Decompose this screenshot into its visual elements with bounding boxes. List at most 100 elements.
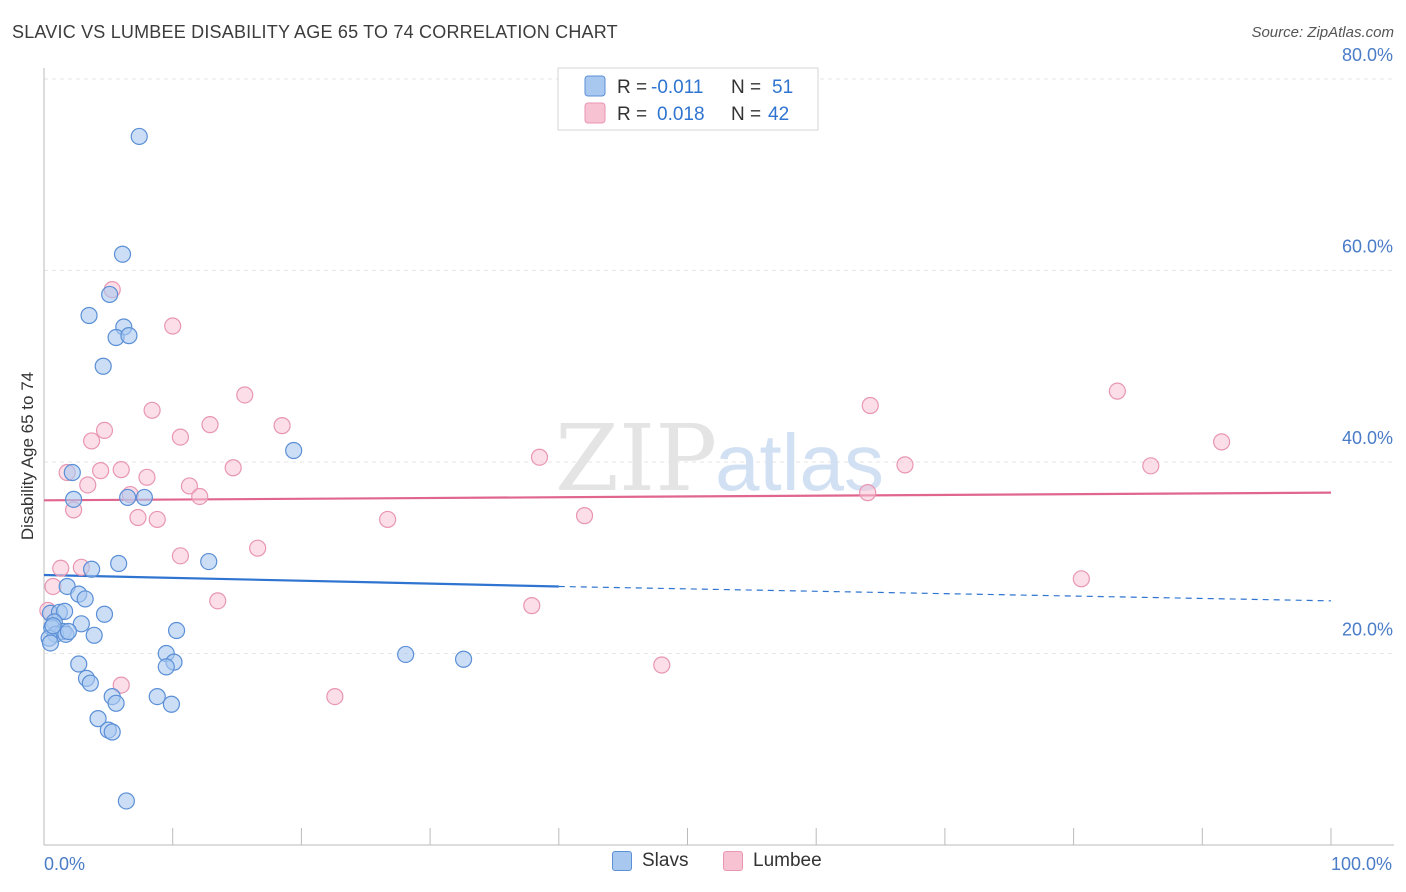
x-tick-label-min: 0.0% [44,854,85,874]
slavs-point-10 [65,490,83,508]
lumbee-point-32 [52,559,70,577]
lumbee-point-31 [171,547,190,565]
lumbee-trend-solid [43,491,1332,502]
x-ticks [172,828,1332,845]
y-tick-label-2: 60.0% [1342,237,1393,257]
slavs-point-18 [76,590,94,608]
slavs-point-12 [135,488,153,507]
slavs-point-15 [83,560,101,578]
slavs-point-13 [110,554,128,573]
lumbee-point-30 [249,539,267,557]
slavs-point-2 [101,285,119,304]
slavs-swatch [612,851,632,871]
lumbee-point-19 [138,468,156,486]
slavs-point-44 [162,695,181,713]
lumbee-point-10 [83,432,101,450]
lumbee-trend-line [43,491,1332,502]
y-axis-label: Disability Age 65 to 74 [18,372,37,540]
lumbee-point-36 [209,592,227,610]
slavs-trend-solid [43,573,559,588]
slavs-legend-swatch [584,75,606,97]
slavs-point-11 [119,488,137,507]
lumbee-point-9 [171,428,190,446]
slavs-trend-dashed [558,585,1332,602]
chart-source: Source: ZipAtlas.com [1251,24,1394,41]
slavs-point-35 [157,658,175,676]
slavs-point-32 [167,621,186,640]
slavs-point-1 [113,245,132,263]
slavs-legend-label: Slavs [642,850,689,871]
lumbee-point-17 [92,462,110,480]
lumbee-point-20 [180,477,199,495]
slavs-r-value: -0.011 [651,77,703,98]
lumbee-point-35 [1072,570,1090,588]
lumbee-point-11 [1213,433,1231,451]
lumbee-point-3 [861,396,879,415]
slavs-point-50 [44,617,62,635]
legend-item-slavs[interactable]: Slavs [612,850,688,872]
slavs-point-14 [200,552,218,571]
lumbee-point-12 [530,448,549,466]
gridlines [44,78,1394,654]
y-tick-labels: 20.0% 40.0% 60.0% 80.0% [1342,45,1393,640]
lumbee-point-5 [143,401,161,419]
lumbee-point-13 [896,456,914,474]
lumbee-point-2 [236,386,254,404]
lumbee-point-21 [79,476,97,494]
slavs-point-9 [63,463,81,482]
lumbee-point-8 [95,421,114,440]
lumbee-r-label: R = [617,104,652,125]
y-tick-label-1: 40.0% [1342,428,1393,448]
slavs-point-42 [148,687,166,706]
slavs-point-31 [41,634,60,652]
lumbee-swatch [723,851,743,871]
y-tick-label-3: 80.0% [1342,45,1393,65]
slavs-point-21 [55,602,74,620]
lumbee-legend-swatch [584,102,606,124]
slavs-point-6 [120,327,138,345]
slavs-point-43 [107,694,125,712]
slavs-point-30 [85,626,103,644]
watermark-zip: ZIP [555,405,717,512]
slavs-point-49 [59,622,78,641]
lumbee-point-28 [379,510,397,529]
y-tick-label-0: 20.0% [1342,620,1393,640]
lumbee-point-29 [575,507,594,525]
slavs-point-38 [454,650,473,668]
lumbee-n-label: N = [731,104,766,125]
lumbee-point-37 [523,597,541,615]
lumbee-r-value: 0.018 [657,104,705,125]
slavs-n-label: N = [731,77,766,98]
chart-title: SLAVIC VS LUMBEE DISABILITY AGE 65 TO 74… [12,22,618,42]
slavs-trend-line [43,573,1332,602]
stats-legend: R = -0.011 N = 51 R = 0.018 N = 42 [557,67,819,131]
lumbee-point-27 [148,510,166,529]
slavs-point-36 [70,655,88,673]
x-tick-label-max: 100.0% [1331,854,1392,874]
lumbee-point-6 [201,416,219,434]
lumbee-n-value: 42 [768,104,789,125]
axes [43,68,1394,846]
lumbee-point-15 [224,459,242,477]
slavs-point-0 [130,127,148,146]
lumbee-point-23 [191,487,209,506]
slavs-points [40,127,473,810]
lumbee-point-24 [859,484,877,502]
slavs-point-22 [95,605,114,623]
lumbee-legend-label: Lumbee [753,850,822,871]
watermark: ZIP atlas [555,405,884,512]
slavs-r-label: R = [617,77,652,98]
slavs-point-37 [397,645,415,664]
slavs-point-45 [89,710,107,728]
lumbee-point-1 [164,317,182,335]
slavs-point-47 [103,723,121,741]
slavs-point-3 [80,306,98,325]
slavs-point-48 [117,792,135,810]
watermark-atlas: atlas [715,418,884,507]
lumbee-point-26 [129,508,147,527]
legend-item-lumbee[interactable]: Lumbee [723,850,822,872]
lumbee-point-39 [653,656,671,674]
slavs-n-value: 51 [772,77,793,98]
lumbee-point-16 [112,461,130,479]
